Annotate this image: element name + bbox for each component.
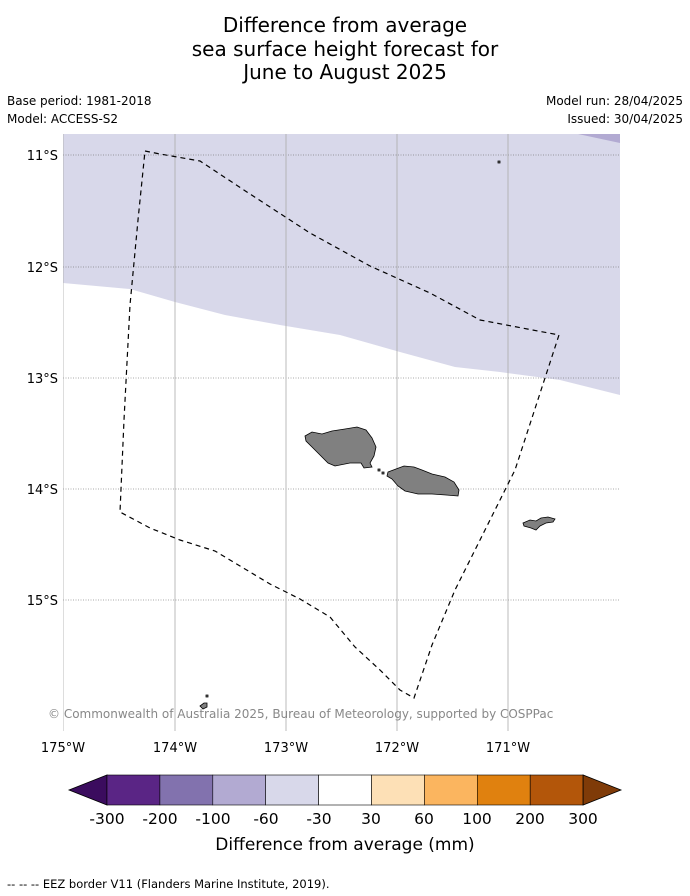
colorbar-segment [476, 774, 531, 806]
cb-tick-label: 60 [414, 810, 434, 828]
colorbar-segment [424, 774, 478, 806]
anomaly-band-minus-100-to-minus-60 [578, 134, 620, 143]
swains-island [497, 160, 501, 164]
latitude-gridlines [63, 154, 620, 601]
anomaly-band-minus-60-to-minus-30 [63, 134, 620, 395]
lon-label-172w: 172°W [375, 741, 419, 756]
lat-label-11s: 11°S [27, 149, 58, 164]
lat-label-13s: 13°S [27, 372, 58, 387]
colorbar-segment [318, 774, 372, 806]
lon-label-171w: 171°W [486, 741, 530, 756]
tutuila-island [522, 516, 556, 531]
cb-tick-label: -30 [306, 810, 331, 828]
colorbar-title: Difference from average (mm) [215, 835, 474, 855]
savaii-island [304, 426, 377, 469]
map-title: Difference from average sea surface heig… [0, 13, 690, 85]
colorbar-segment [371, 774, 425, 806]
colorbar-segment [265, 774, 319, 806]
lon-label-173w: 173°W [264, 741, 308, 756]
title-line-2: sea surface height forecast for [191, 36, 499, 61]
issued-date: Issued: 30/04/2025 [567, 112, 683, 126]
colorbar-segment [529, 774, 584, 806]
colorbar-segment [106, 774, 161, 806]
title-line-3: June to August 2025 [243, 60, 447, 84]
eez-border [119, 150, 560, 699]
upolu-island [386, 465, 460, 497]
lat-label-15s: 15°S [27, 594, 58, 609]
cb-tick-label: -100 [195, 810, 230, 828]
colorbar-segment [159, 774, 214, 806]
lon-label-175w: 175°W [41, 741, 85, 756]
cb-tick-label: -300 [89, 810, 124, 828]
eez-legend-note: -- -- -- EEZ border V11 (Flanders Marine… [7, 877, 330, 891]
title-line-1: Difference from average [222, 13, 468, 37]
longitude-labels: 175°W 174°W 173°W 172°W 171°W [41, 741, 530, 756]
colorbar [67, 774, 623, 806]
land-masses [199, 160, 556, 710]
lon-label-174w: 174°W [153, 741, 197, 756]
cb-tick-label: -60 [253, 810, 278, 828]
manono-apolima-islands [377, 468, 385, 475]
colorbar-segment [212, 774, 267, 806]
small-islet-south [199, 694, 209, 710]
cb-tick-label: 100 [462, 810, 492, 828]
cb-tick-label: 30 [361, 810, 381, 828]
colorbar-extend-low [67, 774, 108, 806]
colorbar-tick-labels: -300 -200 -100 -60 -30 30 60 100 200 300 [89, 810, 597, 828]
cb-tick-label: 200 [515, 810, 545, 828]
lat-label-12s: 12°S [27, 261, 58, 276]
model-name: Model: ACCESS-S2 [7, 112, 119, 126]
cb-tick-label: -200 [142, 810, 177, 828]
model-run-date: Model run: 28/04/2025 [545, 94, 683, 108]
map-area [63, 134, 620, 731]
base-period: Base period: 1981-2018 [7, 94, 152, 108]
copyright-notice: © Commonwealth of Australia 2025, Bureau… [48, 707, 553, 721]
latitude-labels: 11°S 12°S 13°S 14°S 15°S [27, 149, 58, 609]
longitude-gridlines [63, 134, 509, 731]
lat-label-14s: 14°S [27, 483, 58, 498]
cb-tick-label: 300 [568, 810, 598, 828]
colorbar-extend-high [582, 774, 623, 806]
